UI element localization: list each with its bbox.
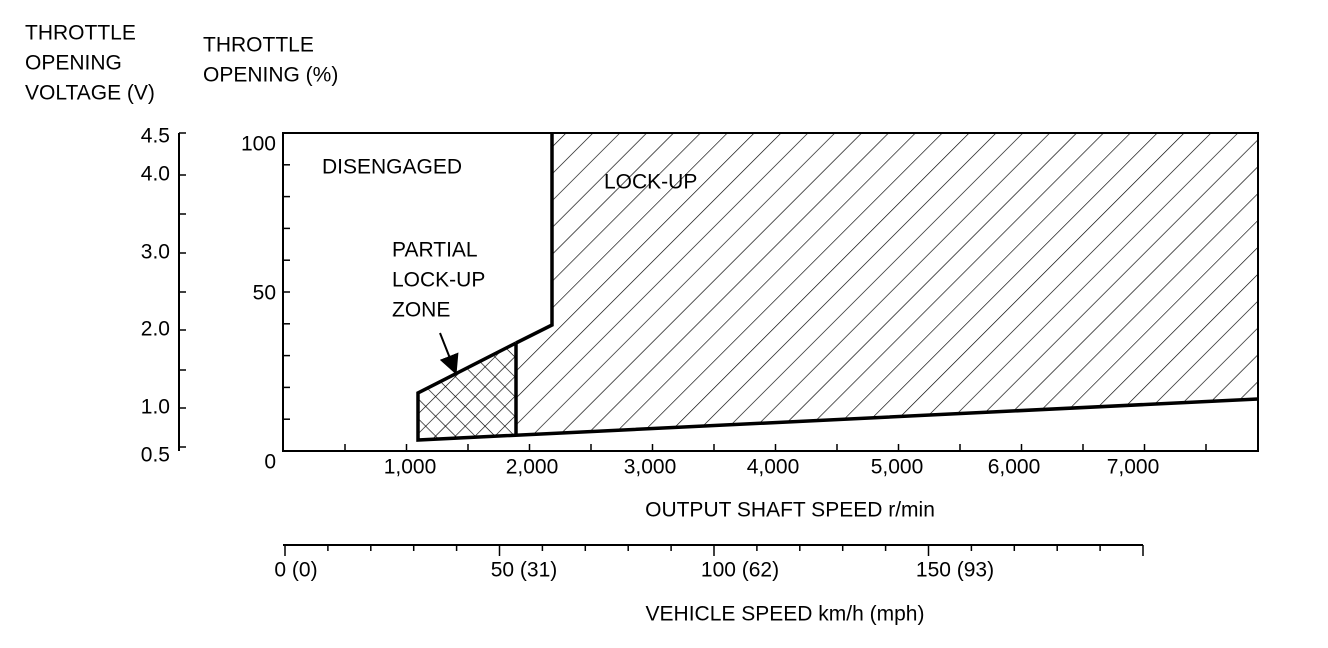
lock-up-zone [516, 133, 1258, 435]
zone-label: LOCK-UP [604, 171, 697, 194]
tick-label: 7,000 [1107, 456, 1160, 479]
tick-label: 2.0 [141, 318, 170, 341]
boundary [416, 341, 1259, 442]
axis-title: OPENING (%) [203, 64, 338, 87]
axis-title: THROTTLE [203, 34, 314, 57]
tick-label: 6,000 [988, 456, 1041, 479]
axis-title: VOLTAGE (V) [25, 82, 155, 105]
tick-label: 4,000 [747, 456, 800, 479]
zone-label: PARTIAL [392, 239, 478, 262]
tick-label: 0 (0) [274, 559, 317, 582]
axis-title: THROTTLE [25, 22, 136, 45]
speed-ticks: 0 (0) 50 (31) 100 (62) 150 (93) [274, 545, 1144, 582]
tick-label: 3.0 [141, 241, 170, 264]
tick-label: 0.5 [141, 444, 170, 467]
tick-label: 50 [253, 282, 276, 305]
partial-zone [418, 343, 516, 440]
voltage-ticks: 4.5 4.0 3.0 2.0 1.0 0.5 [141, 125, 186, 467]
tick-label: 4.0 [141, 163, 170, 186]
axis-title: OUTPUT SHAFT SPEED r/min [645, 499, 935, 522]
tick-label: 100 (62) [701, 559, 779, 582]
zone-label: DISENGAGED [322, 156, 462, 179]
zone-label: LOCK-UP [392, 269, 485, 292]
tick-label: 5,000 [871, 456, 924, 479]
axis-title: VEHICLE SPEED km/h (mph) [646, 603, 925, 626]
axis-title: OPENING [25, 52, 122, 75]
tick-label: 4.5 [141, 125, 170, 148]
tick-label: 0 [264, 451, 276, 474]
arrow [439, 332, 459, 375]
tick-label: 150 (93) [916, 559, 994, 582]
tick-label: 1,000 [384, 456, 437, 479]
boundary [515, 133, 554, 345]
tick-label: 3,000 [624, 456, 677, 479]
tick-label: 100 [241, 133, 276, 156]
x-ticks: 1,000 2,000 3,000 4,000 5,000 6,000 7,000 [344, 444, 1207, 479]
zone-label: ZONE [392, 299, 450, 322]
axis-titles: THROTTLE OPENING VOLTAGE (V) THROTTLE OP… [25, 22, 338, 105]
tick-label: 50 (31) [491, 559, 558, 582]
tick-label: 1.0 [141, 396, 170, 419]
percent-ticks: 100 50 0 [241, 133, 290, 474]
tick-label: 2,000 [506, 456, 559, 479]
